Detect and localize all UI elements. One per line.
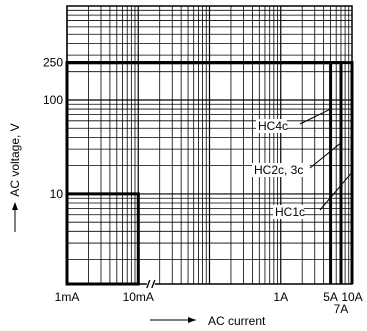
x-axis-arrowhead [188, 317, 196, 323]
y-tick-label: 100 [43, 93, 63, 107]
y-tick-label: 250 [43, 56, 63, 70]
callout-bg [256, 119, 287, 133]
plot-border [66, 5, 353, 285]
axis-break-mark [146, 279, 151, 289]
callout-leader [309, 142, 342, 169]
x-tick-label: 10A [341, 290, 362, 304]
y-tick-labels: 250 100 10 [43, 56, 63, 201]
callout-bg [252, 163, 310, 177]
plot-frame [66, 5, 353, 290]
series-label: HC4c [258, 119, 288, 133]
axis-break-mark [151, 279, 156, 289]
x-tick-label: 1A [273, 290, 288, 304]
grid-lines [66, 6, 352, 284]
callout-leader [319, 171, 353, 211]
axis-break-mask [146, 278, 155, 290]
y-axis-arrowhead [12, 202, 18, 210]
x-tick-label: 1mA [55, 290, 80, 304]
series-label: HC1c [275, 205, 305, 219]
series-callouts: HC4c HC2c, 3c HC1c [252, 108, 353, 219]
x-tick-label: 10mA [123, 290, 154, 304]
series-label: HC2c, 3c [254, 163, 303, 177]
x-tick-label: 7A [334, 302, 349, 316]
y-tick-label: 10 [50, 187, 64, 201]
x-axis-label: AC current [208, 314, 266, 328]
callout-bg [273, 205, 304, 219]
x-tick-label: 5A [323, 290, 338, 304]
callout-leader [299, 108, 331, 125]
y-axis-label: AC voltage, V [8, 123, 22, 196]
